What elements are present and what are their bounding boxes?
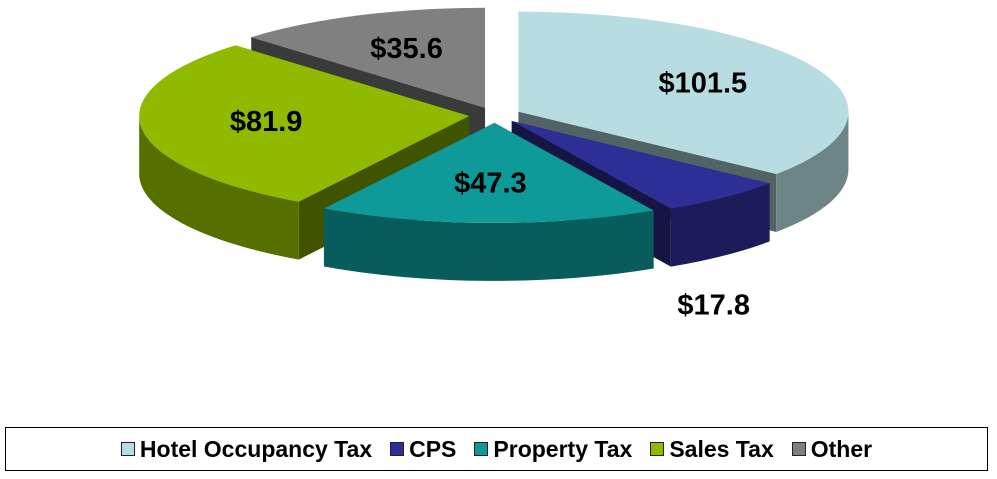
slice-top <box>511 121 770 209</box>
slice-top <box>323 122 654 223</box>
data-label: $101.5 <box>658 67 747 99</box>
data-label: $47.3 <box>454 168 527 200</box>
data-label: $17.8 <box>677 289 750 321</box>
legend-item: Property Tax <box>474 436 632 463</box>
legend-swatch <box>650 442 665 456</box>
legend-item: Sales Tax <box>650 435 774 463</box>
legend-label: Property Tax <box>493 435 633 462</box>
chart: $101.5 $17.8 $47.3 $81.9 $35.6 <box>139 7 849 321</box>
slice-wall <box>323 208 654 281</box>
legend-swatch <box>120 442 135 456</box>
legend-item: Hotel Occupancy Tax <box>120 435 373 463</box>
legend-label: Hotel Occupancy Tax <box>139 435 373 462</box>
legend: Hotel Occupancy Tax CPS Property Tax Sales … <box>5 427 988 471</box>
legend-swatch <box>791 442 806 456</box>
slice-top <box>518 11 849 174</box>
pie-slice <box>323 122 654 281</box>
data-label: $81.9 <box>230 106 303 138</box>
slice-top <box>251 7 486 108</box>
legend-item: CPS <box>390 436 456 463</box>
slice-wall <box>670 183 770 267</box>
legend-label: CPS <box>409 435 457 462</box>
legend-swatch <box>390 442 405 456</box>
slice-top <box>139 45 470 202</box>
slice-wall <box>139 115 299 260</box>
legend-label: Sales Tax <box>669 435 774 462</box>
legend-swatch <box>474 442 489 456</box>
legend-item: Other <box>791 435 873 463</box>
legend-label: Other <box>810 435 873 462</box>
slice-wall <box>776 111 849 232</box>
data-label: $35.6 <box>370 33 443 65</box>
